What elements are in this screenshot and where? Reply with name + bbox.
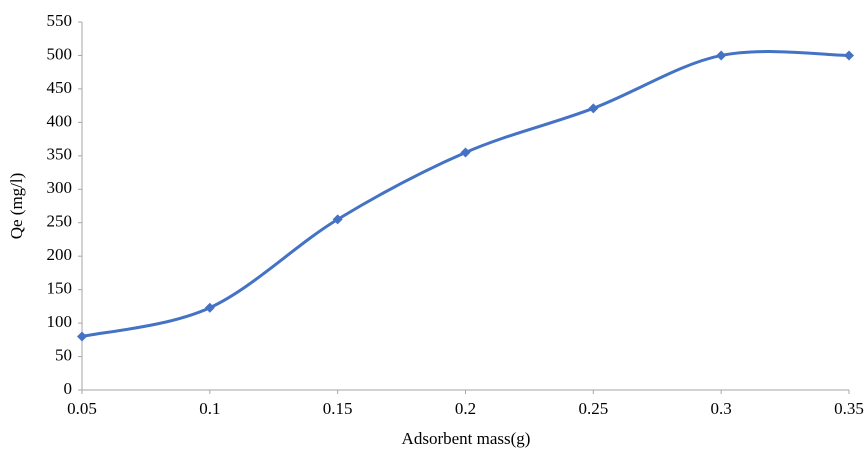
- y-tick-label: 350: [47, 145, 73, 164]
- x-tick-label: 0.2: [455, 399, 476, 418]
- x-tick-label: 0.1: [199, 399, 220, 418]
- y-tick-label: 150: [47, 279, 73, 298]
- y-tick-label: 500: [47, 44, 73, 63]
- y-tick-label: 200: [47, 245, 73, 264]
- x-axis-label: Adsorbent mass(g): [402, 429, 531, 448]
- y-tick-label: 550: [47, 11, 73, 30]
- y-tick-label: 100: [47, 312, 73, 331]
- x-tick-label: 0.25: [578, 399, 608, 418]
- data-marker: [844, 50, 854, 61]
- data-marker: [460, 147, 471, 158]
- data-marker: [716, 50, 727, 61]
- data-marker: [204, 302, 215, 313]
- y-tick-label: 0: [64, 379, 73, 398]
- data-marker: [77, 331, 87, 342]
- data-marker: [332, 214, 343, 225]
- y-tick-label: 300: [47, 178, 73, 197]
- data-line: [81, 50, 850, 338]
- y-axis-label: Qe (mg/l): [7, 173, 26, 240]
- y-tick-label: 50: [55, 345, 72, 364]
- data-marker: [588, 103, 599, 114]
- x-tick-label: 0.05: [67, 399, 97, 418]
- x-tick-label: 0.3: [711, 399, 732, 418]
- y-tick-label: 250: [47, 212, 73, 231]
- x-tick-label: 0.35: [834, 399, 864, 418]
- y-tick-label: 400: [47, 111, 73, 130]
- y-tick-label: 450: [47, 78, 73, 97]
- x-tick-label: 0.15: [323, 399, 353, 418]
